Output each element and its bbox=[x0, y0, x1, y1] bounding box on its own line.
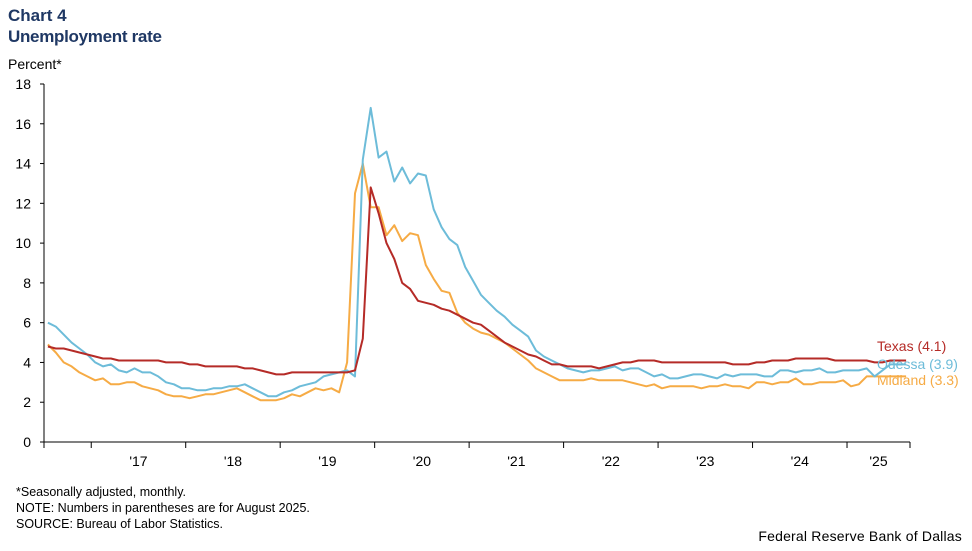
x-tick-label: '20 bbox=[413, 453, 431, 469]
x-tick-label: '24 bbox=[791, 453, 809, 469]
x-tick-label: '19 bbox=[318, 453, 336, 469]
x-tick-label: '18 bbox=[224, 453, 242, 469]
y-tick-label: 14 bbox=[15, 156, 31, 172]
y-tick-label: 2 bbox=[23, 394, 31, 410]
series-line-midland bbox=[47, 162, 907, 402]
footnotes: *Seasonally adjusted, monthly. NOTE: Num… bbox=[16, 484, 310, 532]
x-tick-label: '22 bbox=[602, 453, 620, 469]
series-line-texas bbox=[47, 186, 907, 376]
footnote-source: SOURCE: Bureau of Labor Statistics. bbox=[16, 517, 224, 531]
y-tick-label: 18 bbox=[15, 76, 31, 92]
x-axis: '17 '18 '19 '20 '21 '22 '23 '24 '25 bbox=[43, 441, 911, 469]
y-axis: 0 2 4 6 8 10 12 14 16 18 bbox=[15, 76, 45, 450]
y-tick-label: 12 bbox=[15, 195, 31, 211]
y-tick-label: 6 bbox=[23, 315, 31, 331]
series-label-odessa: Odessa (3.9) bbox=[877, 356, 958, 372]
x-tick-label: '17 bbox=[129, 453, 147, 469]
y-tick-label: 10 bbox=[15, 235, 31, 251]
x-tick-label: '25 bbox=[869, 453, 887, 469]
x-tick-label: '21 bbox=[507, 453, 525, 469]
series-label-midland: Midland (3.3) bbox=[877, 372, 959, 388]
y-axis-unit-label: Percent* bbox=[8, 56, 62, 72]
series-line-odessa bbox=[47, 106, 907, 398]
y-tick-label: 16 bbox=[15, 116, 31, 132]
footnote-note: NOTE: Numbers in parentheses are for Aug… bbox=[16, 501, 310, 515]
chart-number: Chart 4 bbox=[8, 6, 67, 25]
x-tick-label: '23 bbox=[696, 453, 714, 469]
y-tick-label: 4 bbox=[23, 354, 31, 370]
y-tick-label: 0 bbox=[23, 434, 31, 450]
source-credit: Federal Reserve Bank of Dallas bbox=[758, 528, 962, 544]
series-lines bbox=[47, 106, 907, 402]
series-label-texas: Texas (4.1) bbox=[877, 338, 946, 354]
chart-title: Unemployment rate bbox=[8, 27, 162, 46]
y-tick-label: 8 bbox=[23, 275, 31, 291]
footnote-seasonal: *Seasonally adjusted, monthly. bbox=[16, 485, 187, 499]
legend: Texas (4.1) Odessa (3.9)Midland (3.3) bbox=[877, 338, 959, 388]
line-chart: 0 2 4 6 8 10 12 14 16 18 '17 '18 '19 '20 '21 '22 '23 '24… bbox=[15, 76, 959, 469]
